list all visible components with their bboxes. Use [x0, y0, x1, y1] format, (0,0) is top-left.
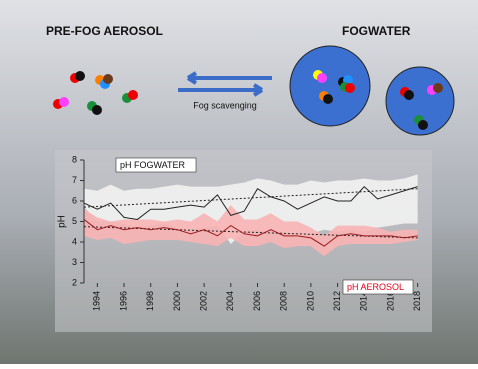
- annotation: pH FOGWATER: [120, 160, 186, 170]
- y-tick-label: 6: [72, 195, 77, 205]
- y-tick-label: 4: [72, 236, 77, 246]
- graphical-abstract: PRE-FOG AEROSOL FOGWATER Fog scavenging …: [0, 0, 478, 364]
- y-tick-label: 5: [72, 216, 77, 226]
- x-tick-label: 2010: [305, 291, 315, 311]
- droplet: [290, 46, 370, 126]
- x-tick-label: 2018: [412, 291, 422, 311]
- x-tick-label: 2004: [225, 291, 235, 311]
- annotation: pH AEROSOL: [347, 282, 404, 292]
- y-axis-label: pH: [57, 215, 68, 228]
- y-tick-label: 8: [72, 154, 77, 164]
- y-tick-label: 2: [72, 277, 77, 287]
- y-tick-label: 7: [72, 175, 77, 185]
- x-tick-label: 2002: [198, 291, 208, 311]
- x-tick-label: 2000: [172, 291, 182, 311]
- x-tick-label: 1998: [145, 291, 155, 311]
- x-tick-label: 2006: [252, 291, 262, 311]
- y-tick-label: 3: [72, 257, 77, 267]
- x-tick-label: 2008: [279, 291, 289, 311]
- x-tick-label: 1994: [92, 291, 102, 311]
- fogwater-title: FOGWATER: [342, 24, 411, 38]
- x-tick-label: 1996: [118, 291, 128, 311]
- pre-fog-title: PRE-FOG AEROSOL: [46, 24, 163, 38]
- arrow-label: Fog scavenging: [193, 100, 257, 110]
- x-tick-label: 2012: [332, 291, 342, 311]
